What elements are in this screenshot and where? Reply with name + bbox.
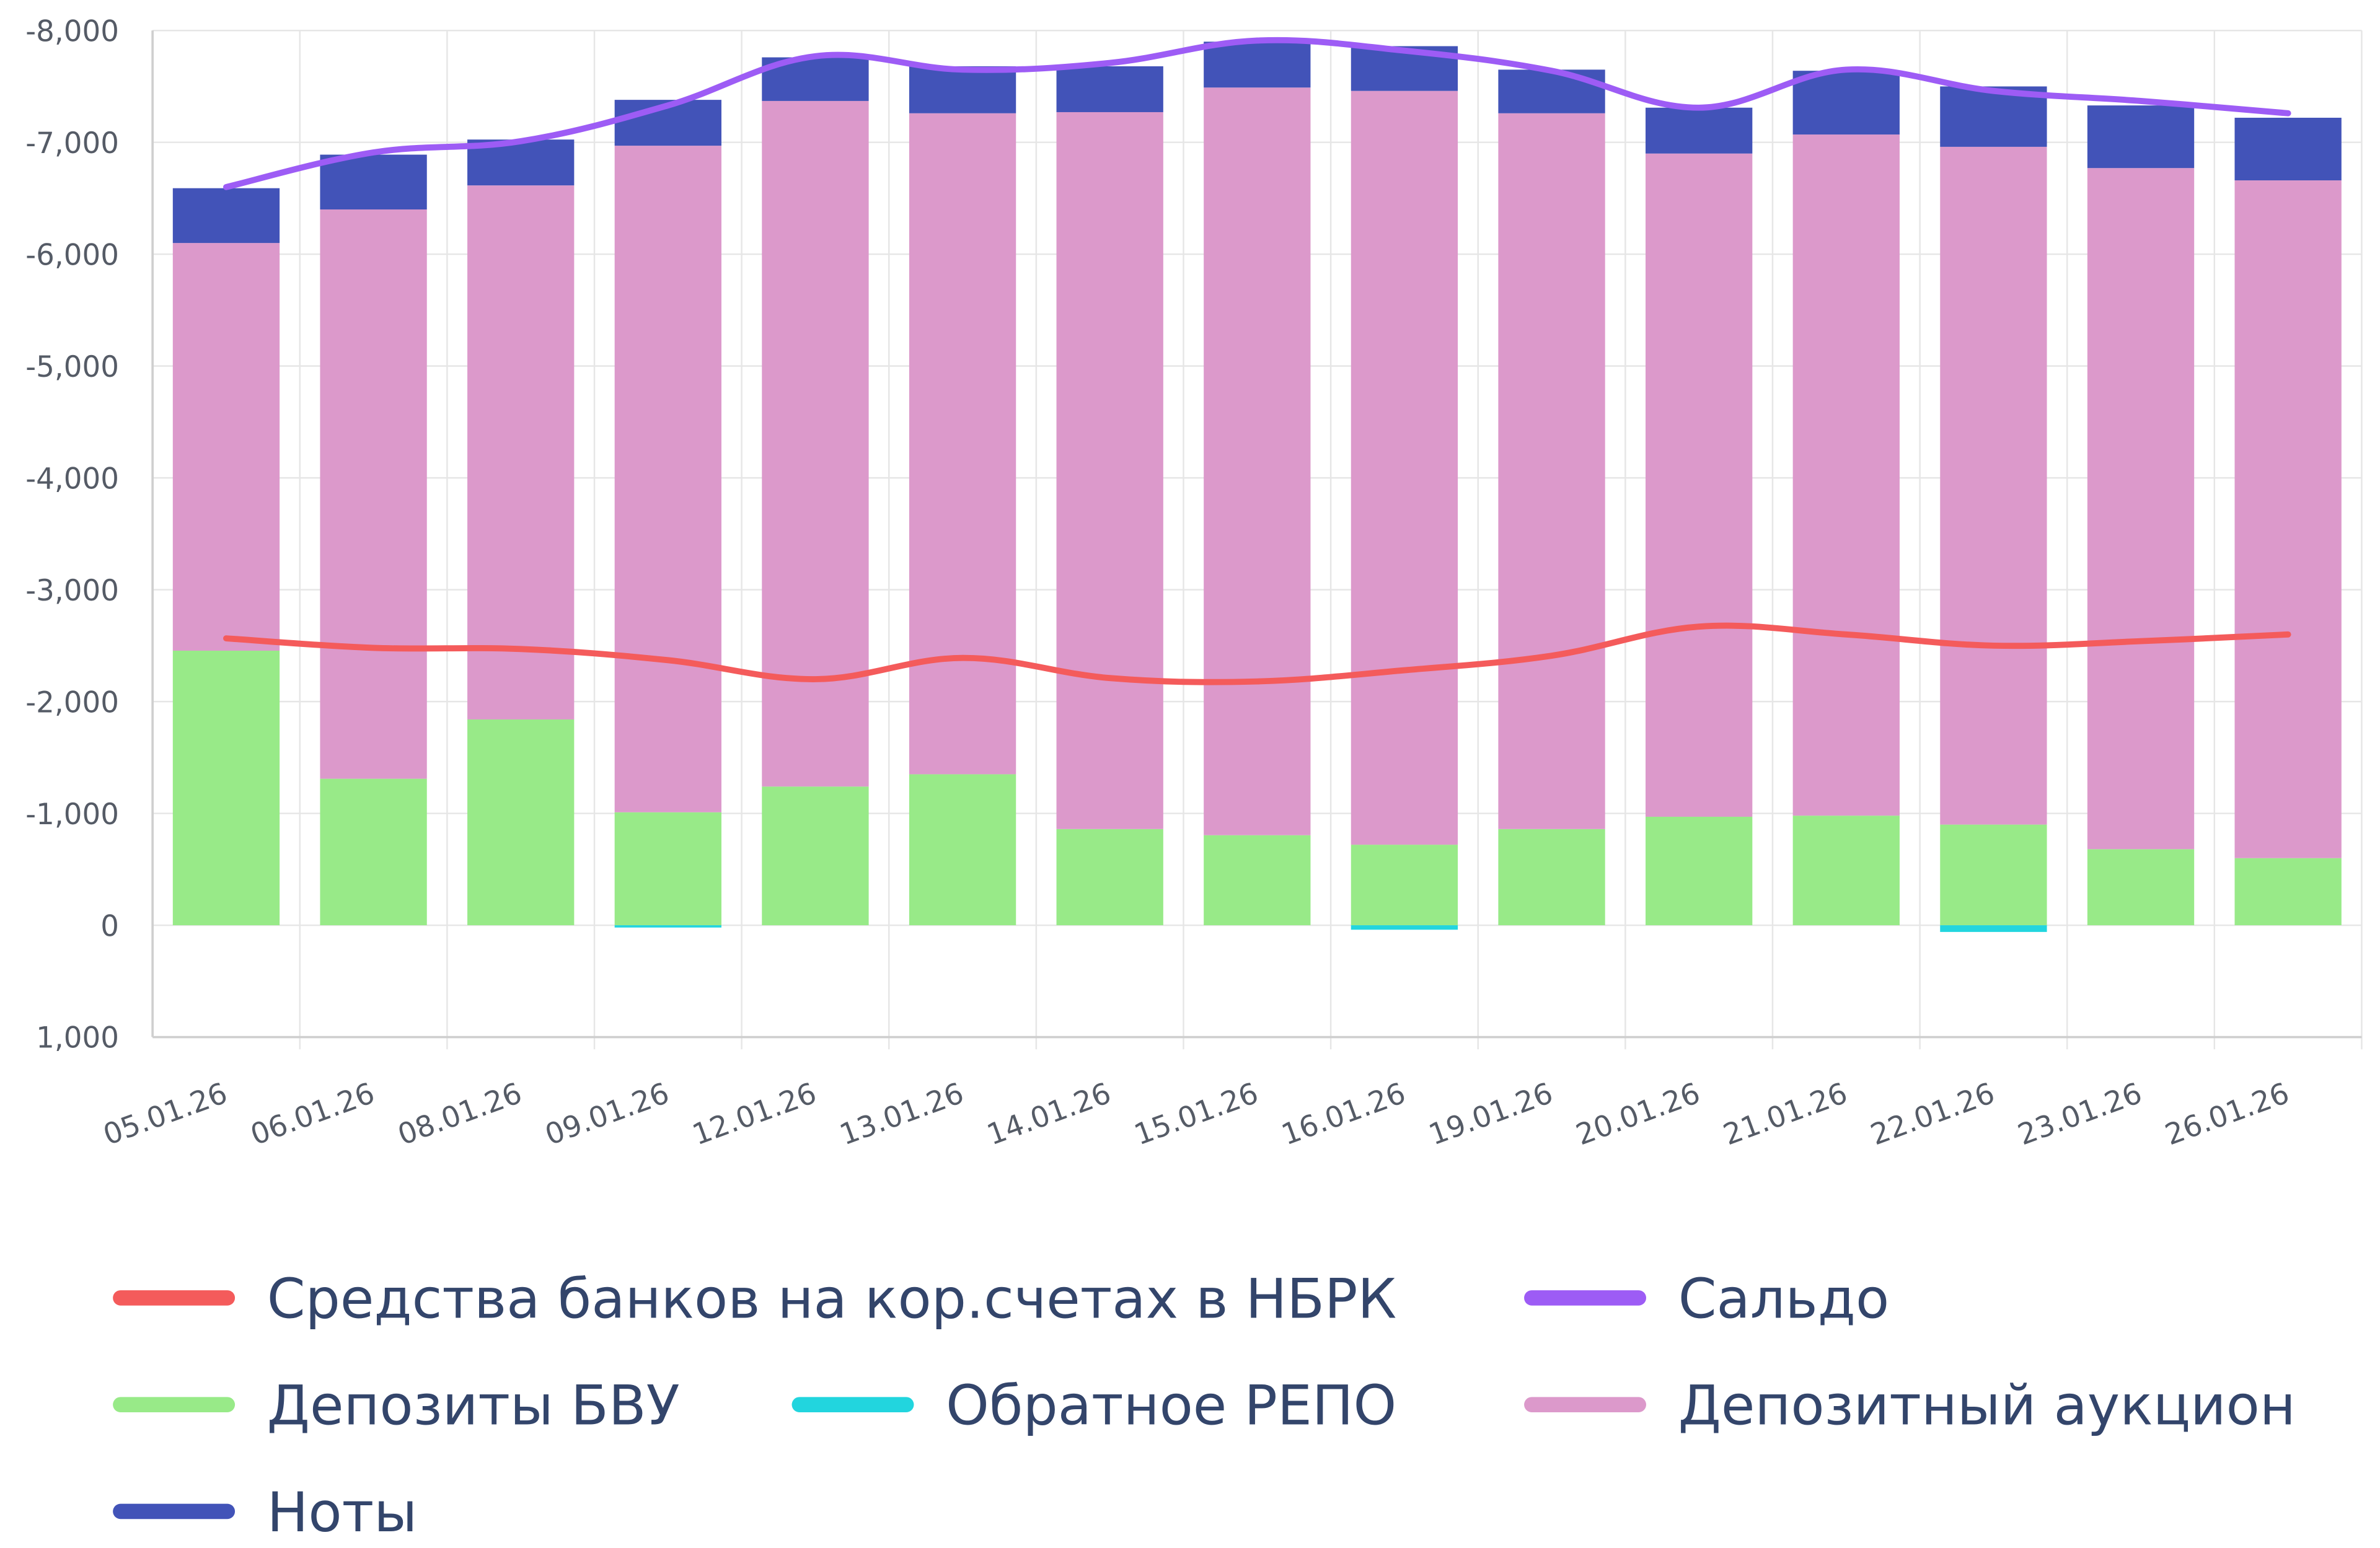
y-tick-label: -4,000: [25, 462, 119, 496]
y-tick-label: -5,000: [25, 351, 119, 384]
bar-депозиты-бву: [2087, 849, 2195, 926]
bar-депозитный-аукцион: [2087, 168, 2195, 850]
legend-label: Обратное РЕПО: [946, 1374, 1396, 1438]
bar-депозитный-аукцион: [762, 100, 869, 787]
legend-label: Средства банков на кор.счетах в НБРК: [267, 1267, 1397, 1330]
bar-депозитный-аукцион: [2234, 180, 2342, 858]
bar-обратное-репо: [1940, 925, 2047, 932]
bars: [172, 42, 2342, 932]
x-tick-label: 26.01.26: [2161, 1076, 2294, 1152]
bar-ноты: [172, 188, 280, 244]
x-tick-label: 23.01.26: [2014, 1076, 2146, 1152]
x-tick-label: 20.01.26: [1572, 1076, 1704, 1152]
x-tick-label: 14.01.26: [983, 1076, 1116, 1152]
bar-депозиты-бву: [1940, 824, 2047, 926]
bar-депозитный-аукцион: [1498, 113, 1605, 829]
bar-депозитный-аукцион: [320, 209, 427, 779]
bar-депозитный-аукцион: [1351, 90, 1458, 845]
bar-ноты: [2087, 105, 2195, 169]
bar-депозиты-бву: [1351, 845, 1458, 926]
x-tick-label: 05.01.26: [99, 1076, 232, 1152]
y-axis: -8,000 -7,000 -6,000 -5,000 -4,000 -3,000 -2,0…: [25, 15, 119, 1055]
legend-item: Обратное РЕПО: [791, 1374, 1396, 1438]
legend-label: Депозитный аукцион: [1678, 1374, 2296, 1438]
bar-депозиты-бву: [1204, 835, 1311, 926]
lines: [223, 37, 2291, 685]
bar-депозиты-бву: [172, 650, 280, 926]
line-series: [223, 622, 2291, 685]
bar-депозитный-аукцион: [1056, 112, 1163, 829]
bar-ноты: [1204, 42, 1311, 88]
legend-item: Депозиты БВУ: [113, 1374, 680, 1438]
bar-депозиты-бву: [1792, 816, 1900, 926]
legend-item: Сальдо: [1524, 1267, 1889, 1330]
bar-депозиты-бву: [909, 774, 1016, 926]
legend-label: Ноты: [267, 1480, 417, 1544]
bar-депозиты-бву: [762, 786, 869, 926]
bar-депозиты-бву: [320, 778, 427, 926]
bar-ноты: [320, 154, 427, 209]
x-tick-label: 12.01.26: [688, 1076, 821, 1152]
bar-депозиты-бву: [1056, 829, 1163, 926]
x-tick-label: 15.01.26: [1130, 1076, 1263, 1152]
bar-депозиты-бву: [614, 812, 721, 926]
legend-item: Средства банков на кор.счетах в НБРК: [113, 1267, 1397, 1330]
bar-депозитный-аукцион: [467, 185, 575, 719]
bar-депозиты-бву: [1646, 816, 1753, 926]
bar-депозиты-бву: [2234, 858, 2342, 926]
y-tick-label: -8,000: [25, 15, 119, 48]
x-axis: 05.01.26 06.01.26 08.01.26 09.01.26 12.01.26…: [99, 1076, 2294, 1152]
bar-обратное-репо: [614, 925, 721, 928]
bar-ноты: [1498, 69, 1605, 113]
bar-ноты: [2234, 117, 2342, 181]
x-tick-label: 09.01.26: [541, 1076, 674, 1152]
y-tick-label: 0: [100, 910, 119, 943]
legend-item: Ноты: [113, 1480, 417, 1544]
x-tick-label: 16.01.26: [1277, 1076, 1410, 1152]
y-tick-label: -2,000: [25, 686, 119, 719]
bar-ноты: [1056, 66, 1163, 112]
bar-депозитный-аукцион: [614, 146, 721, 812]
bar-депозитный-аукцион: [1792, 134, 1900, 816]
bar-депозитный-аукцион: [909, 113, 1016, 775]
bar-ноты: [1646, 107, 1753, 154]
y-tick-label: -1,000: [25, 798, 119, 832]
line-series: [223, 37, 2291, 190]
bar-депозиты-бву: [467, 719, 575, 926]
x-tick-label: 06.01.26: [246, 1076, 379, 1152]
y-tick-label: -6,000: [25, 239, 119, 272]
x-tick-label: 19.01.26: [1424, 1076, 1557, 1152]
y-tick-label: -7,000: [25, 127, 119, 161]
legend-label: Депозиты БВУ: [267, 1374, 680, 1438]
bar-ноты: [909, 66, 1016, 113]
legend-label: Сальдо: [1678, 1267, 1889, 1330]
legend: Средства банков на кор.счетах в НБРК Саль…: [113, 1267, 2296, 1544]
bar-ноты: [1792, 71, 1900, 135]
bar-депозиты-бву: [1498, 829, 1605, 926]
bar-депозитный-аукцион: [1204, 87, 1311, 835]
x-tick-label: 08.01.26: [394, 1076, 526, 1152]
x-tick-label: 13.01.26: [835, 1076, 968, 1152]
y-tick-label: 1,000: [36, 1022, 119, 1055]
bar-депозитный-аукцион: [1646, 153, 1753, 817]
legend-item: Депозитный аукцион: [1524, 1374, 2296, 1438]
bar-обратное-репо: [1351, 925, 1458, 930]
x-tick-label: 22.01.26: [1866, 1076, 1999, 1152]
y-tick-label: -3,000: [25, 574, 119, 608]
x-tick-label: 21.01.26: [1719, 1076, 1852, 1152]
bar-депозитный-аукцион: [172, 243, 280, 651]
bar-депозитный-аукцион: [1940, 146, 2047, 825]
